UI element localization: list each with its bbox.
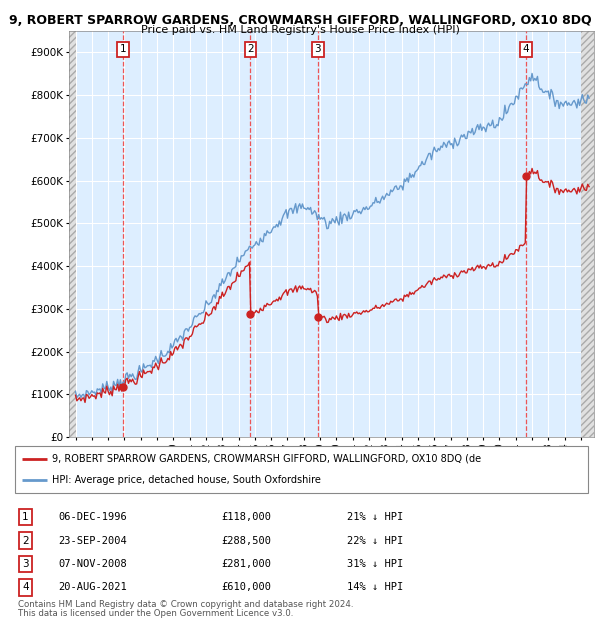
Text: Contains HM Land Registry data © Crown copyright and database right 2024.: Contains HM Land Registry data © Crown c…: [18, 600, 353, 609]
Text: £610,000: £610,000: [221, 582, 271, 593]
Text: 22% ↓ HPI: 22% ↓ HPI: [347, 536, 404, 546]
Text: 21% ↓ HPI: 21% ↓ HPI: [347, 512, 404, 522]
FancyBboxPatch shape: [15, 446, 588, 493]
Text: 14% ↓ HPI: 14% ↓ HPI: [347, 582, 404, 593]
Text: £281,000: £281,000: [221, 559, 271, 569]
Text: 07-NOV-2008: 07-NOV-2008: [58, 559, 127, 569]
Text: £288,500: £288,500: [221, 536, 271, 546]
Bar: [69, 31, 76, 437]
Bar: [581, 31, 594, 437]
Text: 2: 2: [22, 536, 29, 546]
Text: 4: 4: [523, 44, 529, 55]
Text: 06-DEC-1996: 06-DEC-1996: [58, 512, 127, 522]
Text: Price paid vs. HM Land Registry's House Price Index (HPI): Price paid vs. HM Land Registry's House …: [140, 25, 460, 35]
Text: 23-SEP-2004: 23-SEP-2004: [58, 536, 127, 546]
Text: 3: 3: [314, 44, 321, 55]
Text: 4: 4: [22, 582, 29, 593]
Text: 2: 2: [247, 44, 254, 55]
Text: HPI: Average price, detached house, South Oxfordshire: HPI: Average price, detached house, Sout…: [52, 476, 321, 485]
Text: 9, ROBERT SPARROW GARDENS, CROWMARSH GIFFORD, WALLINGFORD, OX10 8DQ (de: 9, ROBERT SPARROW GARDENS, CROWMARSH GIF…: [52, 454, 481, 464]
Text: This data is licensed under the Open Government Licence v3.0.: This data is licensed under the Open Gov…: [18, 608, 293, 618]
Text: 1: 1: [22, 512, 29, 522]
Text: 1: 1: [120, 44, 127, 55]
Text: 20-AUG-2021: 20-AUG-2021: [58, 582, 127, 593]
Text: 3: 3: [22, 559, 29, 569]
Text: 9, ROBERT SPARROW GARDENS, CROWMARSH GIFFORD, WALLINGFORD, OX10 8DQ: 9, ROBERT SPARROW GARDENS, CROWMARSH GIF…: [8, 14, 592, 27]
Text: £118,000: £118,000: [221, 512, 271, 522]
Text: 31% ↓ HPI: 31% ↓ HPI: [347, 559, 404, 569]
